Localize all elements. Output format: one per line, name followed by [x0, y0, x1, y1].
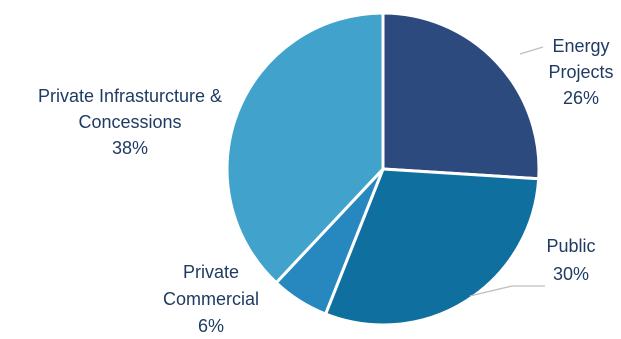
pie-slice-3: [225, 11, 385, 285]
slice-name-label: Private: [183, 262, 239, 282]
slice-labels: Energy Projects 26% Public 30% Private Commerc…: [38, 36, 614, 336]
slice-name-label: Energy: [552, 36, 609, 56]
slice-name-label: Private Infrasturcture &: [38, 86, 222, 106]
slice-name-label: Projects: [548, 62, 613, 82]
slice-name-label: Concessions: [78, 112, 181, 132]
slice-percent-label: 38%: [112, 138, 148, 158]
pie-slice-0: [381, 11, 541, 181]
slice-label-0: Energy Projects 26%: [548, 36, 613, 108]
pie-slices: [225, 11, 541, 327]
leader-line-1: [469, 285, 545, 297]
slice-label-2: Private Commercial 6%: [163, 262, 259, 336]
slice-percent-label: 6%: [198, 316, 224, 336]
slice-name-label: Commercial: [163, 289, 259, 309]
slice-percent-label: 26%: [563, 88, 599, 108]
slice-label-3: Private Infrasturcture & Concessions 38%: [38, 86, 222, 158]
slice-name-label: Public: [546, 236, 595, 256]
leader-lines: [469, 46, 545, 297]
slice-percent-label: 30%: [553, 264, 589, 284]
pie-slice-1: [324, 167, 541, 327]
slice-label-1: Public 30%: [546, 236, 595, 284]
leader-line-0: [519, 46, 544, 55]
